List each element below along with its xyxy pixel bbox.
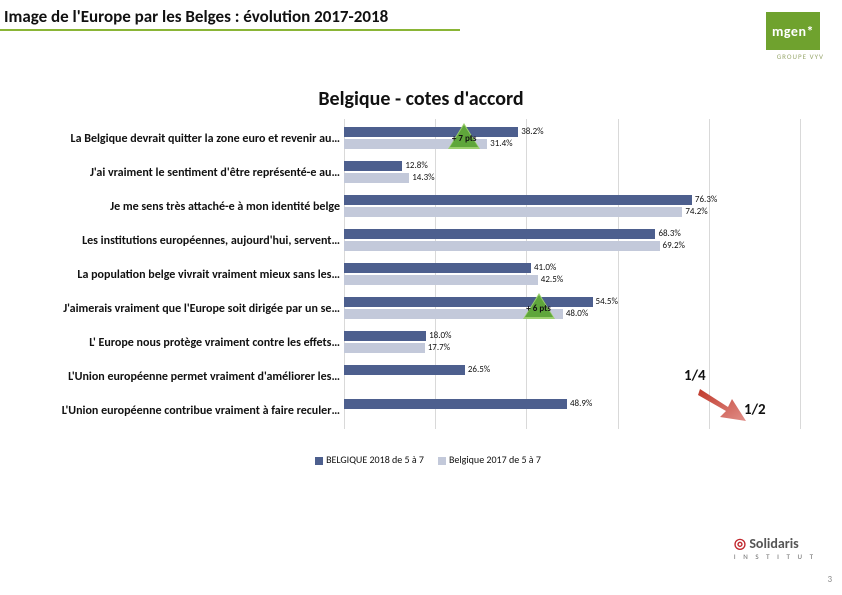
value-label-2017: 48.0% [566, 308, 588, 319]
value-label-2018: 68.3% [658, 228, 680, 239]
value-label-2018: 54.5% [596, 296, 618, 307]
value-label-2018: 48.9% [570, 398, 592, 409]
callout-text: + 7 pts [452, 133, 477, 144]
value-label-2017: 69.2% [663, 240, 685, 251]
legend-label: Belgique 2017 de 5 à 7 [449, 453, 541, 466]
value-label-2017: 42.5% [541, 274, 563, 285]
category-label: L' Europe nous protège vraiment contre l… [20, 337, 340, 351]
chart-row: Je me sens très attaché-e à mon identité… [20, 191, 820, 225]
chart-row: La Belgique devrait quitter la zone euro… [20, 123, 820, 157]
chart-row: La population belge vivrait vraiment mie… [20, 259, 820, 293]
value-label-2018: 12.8% [405, 160, 427, 171]
callout-triangle: + 6 pts [523, 295, 555, 321]
logo-solidaris: ◎ Solidaris I N S T I T U T [734, 535, 816, 561]
bar-2018 [344, 297, 593, 307]
bar-2017 [344, 207, 682, 217]
value-label-2017: 74.2% [685, 206, 707, 217]
category-label: La population belge vivrait vraiment mie… [20, 269, 340, 283]
callout-text: + 6 pts [526, 303, 551, 314]
legend: BELGIQUE 2018 de 5 à 7 Belgique 2017 de 5… [0, 453, 842, 466]
value-label-2017: 17.7% [428, 342, 450, 353]
chart-row: J'ai vraiment le sentiment d'être représ… [20, 157, 820, 191]
legend-swatch [438, 457, 446, 465]
legend-label: BELGIQUE 2018 de 5 à 7 [326, 453, 424, 466]
bar-2018 [344, 399, 567, 409]
value-label-2018: 38.2% [521, 126, 543, 137]
bar-group: 12.8%14.3% [344, 159, 800, 185]
category-label: L'Union européenne permet vraiment d'amé… [20, 371, 340, 385]
bar-group: 76.3%74.2% [344, 193, 800, 219]
chart-row: J'aimerais vraiment que l'Europe soit di… [20, 293, 820, 327]
bar-2018 [344, 161, 402, 171]
value-label-2018: 18.0% [429, 330, 451, 341]
category-label: Les institutions européennes, aujourd'hu… [20, 235, 340, 249]
category-label: L'Union européenne contribue vraiment à … [20, 405, 340, 419]
value-label-2018: 76.3% [695, 194, 717, 205]
bar-2018 [344, 365, 465, 375]
arrow-down-icon [694, 385, 754, 425]
page-number: 3 [827, 574, 832, 585]
chart-area: La Belgique devrait quitter la zone euro… [20, 119, 820, 449]
bar-2018 [344, 127, 518, 137]
value-label-2018: 41.0% [534, 262, 556, 273]
callout-triangle: + 7 pts [448, 125, 480, 151]
category-label: La Belgique devrait quitter la zone euro… [20, 133, 340, 147]
value-label-2017: 14.3% [412, 172, 434, 183]
bar-2018 [344, 195, 692, 205]
chart-title: Belgique - cotes d'accord [0, 87, 842, 111]
category-label: J'ai vraiment le sentiment d'être représ… [20, 167, 340, 181]
logo-mgen: mgen* [766, 12, 820, 50]
bar-group: 41.0%42.5% [344, 261, 800, 287]
value-label-2017: 31.4% [490, 138, 512, 149]
bar-group: 68.3%69.2% [344, 227, 800, 253]
value-label-2018: 26.5% [468, 364, 490, 375]
chart-row: Les institutions européennes, aujourd'hu… [20, 225, 820, 259]
chart-row: L' Europe nous protège vraiment contre l… [20, 327, 820, 361]
bar-group: 54.5% 48.0% [344, 295, 800, 321]
category-label: J'aimerais vraiment que l'Europe soit di… [20, 303, 340, 317]
fraction-annotation: 1/4 [684, 367, 706, 385]
logo-sub: GROUPE VYV [777, 52, 824, 61]
bar-2017 [344, 173, 409, 183]
bar-group: 38.2% 31.4% [344, 125, 800, 151]
bar-2018 [344, 331, 426, 341]
bar-2018 [344, 263, 531, 273]
bar-2017 [344, 275, 538, 285]
bar-2017 [344, 343, 425, 353]
bar-2018 [344, 229, 655, 239]
category-label: Je me sens très attaché-e à mon identité… [20, 201, 340, 215]
page-title: Image de l'Europe par les Belges : évolu… [0, 0, 460, 31]
bar-2017 [344, 241, 660, 251]
legend-swatch [315, 457, 323, 465]
bar-group: 18.0%17.7% [344, 329, 800, 355]
